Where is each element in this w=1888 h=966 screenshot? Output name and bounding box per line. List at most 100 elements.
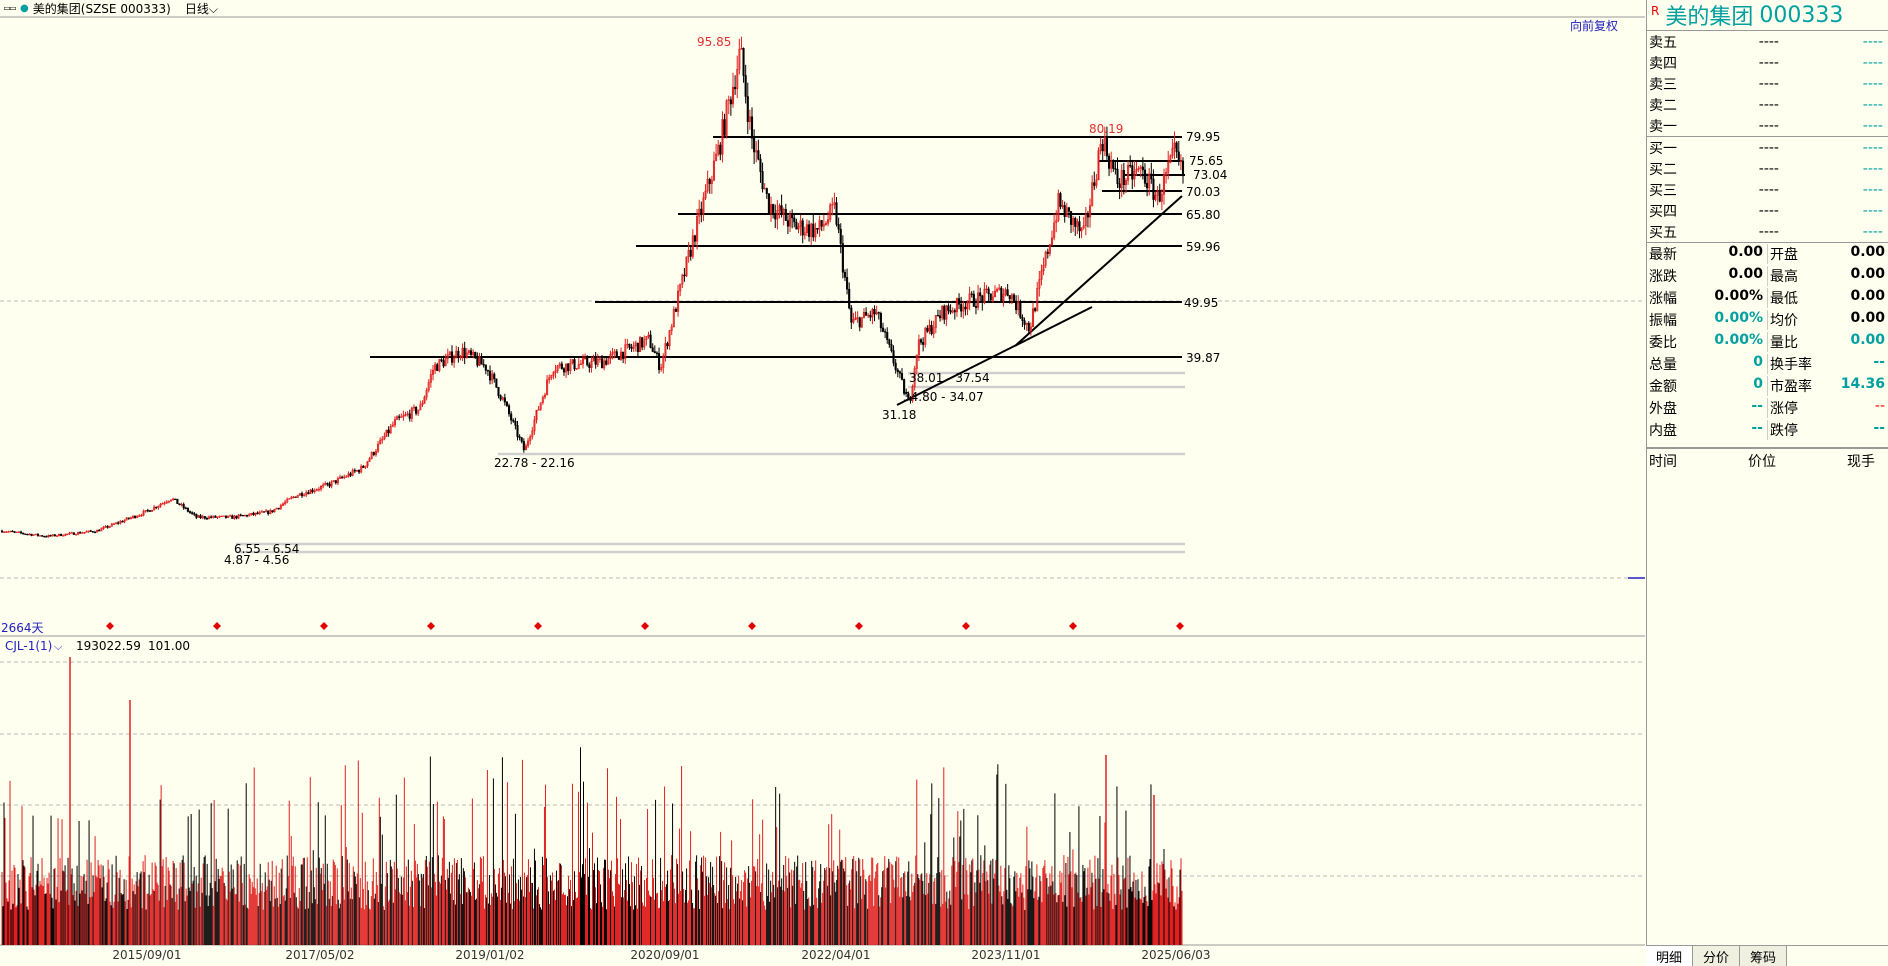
- event-marker-icon[interactable]: [106, 622, 114, 630]
- candle-body: [856, 317, 859, 319]
- chart-area[interactable]: 79.95 75.65 73.04 70.03 65.80 59.96 49.9…: [0, 0, 1645, 965]
- price-candles: [0, 36, 1185, 538]
- candle-body: [387, 429, 390, 434]
- order-book-row[interactable]: 买一 ---- ----: [1647, 137, 1888, 158]
- candle-body: [717, 144, 720, 155]
- candle-body: [573, 359, 576, 370]
- event-marker-icon[interactable]: [641, 622, 649, 630]
- candle-body: [383, 436, 386, 440]
- candle-body: [1160, 194, 1163, 202]
- tab-chips[interactable]: 筹码: [1740, 946, 1788, 966]
- order-book-row[interactable]: 卖五 ---- ----: [1647, 31, 1888, 52]
- candle-body: [402, 415, 405, 417]
- candle-body: [753, 137, 756, 153]
- candle-body: [110, 523, 113, 527]
- stock-title: 美的集团(SZSE 000333): [32, 2, 171, 16]
- candle-body: [184, 507, 187, 509]
- candle-body: [619, 351, 623, 360]
- candle-body: [36, 533, 39, 536]
- chart-header: ▭▭ ● 美的集团(SZSE 000333) 日线⌵: [0, 0, 1645, 17]
- candle-body: [934, 315, 937, 328]
- candle-body: [129, 517, 132, 519]
- low-price-label: 31.18: [882, 408, 916, 422]
- event-markers[interactable]: [106, 622, 1184, 630]
- candle-body: [1114, 168, 1117, 170]
- volume-indicator-name[interactable]: CJL-1(1): [5, 639, 52, 653]
- trend-lines[interactable]: [896, 195, 1183, 406]
- candle-body: [520, 437, 523, 442]
- candle-body: [985, 288, 988, 290]
- event-marker-icon[interactable]: [213, 622, 221, 630]
- stat-value: --: [1873, 420, 1885, 436]
- order-book-row[interactable]: 买四 ---- ----: [1647, 200, 1888, 221]
- col-time: 时间: [1649, 454, 1677, 470]
- candle-body: [1143, 169, 1147, 184]
- candle-body: [377, 443, 380, 452]
- candle-body: [319, 486, 323, 490]
- chevron-down-icon[interactable]: ⌵: [54, 640, 63, 653]
- candle-body: [79, 532, 82, 534]
- stats-row: 涨幅 0.00% 最低 0.00: [1647, 287, 1888, 309]
- candle-body: [793, 217, 796, 223]
- candle-body: [742, 47, 745, 76]
- candle-body: [1059, 193, 1062, 207]
- order-book-row[interactable]: 卖四 ---- ----: [1647, 52, 1888, 73]
- order-book-row[interactable]: 卖一 ---- ----: [1647, 115, 1888, 136]
- candle-body: [698, 208, 701, 217]
- candle-body: [875, 312, 878, 315]
- candle-body: [590, 360, 593, 368]
- stat-cell: 开盘 0.00: [1768, 244, 1888, 264]
- layout-icon[interactable]: ▭▭: [4, 3, 17, 14]
- order-book-row[interactable]: 买三 ---- ----: [1647, 179, 1888, 200]
- event-marker-icon[interactable]: [427, 622, 435, 630]
- candle-body: [848, 288, 851, 309]
- event-marker-icon[interactable]: [962, 622, 970, 630]
- stat-label: 市盈率: [1770, 379, 1812, 395]
- candle-body: [374, 450, 377, 455]
- event-marker-icon[interactable]: [1176, 622, 1184, 630]
- candle-body: [404, 414, 407, 416]
- adjust-mode-button[interactable]: 向前复权: [1570, 18, 1618, 33]
- event-marker-icon[interactable]: [748, 622, 756, 630]
- candle-body: [286, 498, 289, 503]
- candle-body: [683, 274, 686, 277]
- candle-body: [505, 401, 508, 406]
- order-book-row[interactable]: 卖二 ---- ----: [1647, 94, 1888, 115]
- event-marker-icon[interactable]: [1069, 622, 1077, 630]
- event-marker-icon[interactable]: [534, 622, 542, 630]
- candle-body: [1074, 218, 1077, 227]
- stat-cell: 涨幅 0.00%: [1647, 288, 1768, 308]
- order-book-row[interactable]: 买五 ---- ----: [1647, 221, 1888, 242]
- candle-body: [562, 368, 566, 373]
- candle-body: [871, 309, 874, 318]
- candle-body: [493, 373, 496, 380]
- candle-body: [218, 515, 221, 518]
- candle-body: [484, 364, 487, 371]
- stat-value: 0.00: [1850, 266, 1885, 282]
- order-book-row[interactable]: 买二 ---- ----: [1647, 158, 1888, 179]
- candle-body: [662, 355, 665, 368]
- candle-body: [970, 293, 973, 295]
- candle-body: [229, 515, 232, 517]
- zone-lines: [236, 371, 1185, 554]
- stat-value: 0.00: [1850, 244, 1885, 260]
- level-volume: ----: [1862, 54, 1883, 71]
- tab-price-distribution[interactable]: 分价: [1693, 946, 1741, 966]
- candle-body: [115, 522, 118, 525]
- level-lines[interactable]: [370, 136, 1185, 358]
- event-marker-icon[interactable]: [320, 622, 328, 630]
- order-book-row[interactable]: 卖三 ---- ----: [1647, 73, 1888, 94]
- candle-body: [689, 249, 692, 257]
- period-selector[interactable]: 日线⌵: [185, 0, 218, 17]
- tab-details[interactable]: 明细: [1646, 946, 1694, 966]
- candle-body: [960, 304, 963, 312]
- candle-body: [341, 476, 344, 479]
- candle-body: [998, 287, 1001, 290]
- event-marker-icon[interactable]: [855, 622, 863, 630]
- candle-body: [746, 96, 749, 123]
- level-label: 买四: [1649, 203, 1677, 220]
- candle-body: [1067, 207, 1070, 212]
- stat-label: 委比: [1649, 335, 1677, 351]
- candle-body: [881, 327, 885, 332]
- candle-body: [134, 515, 137, 518]
